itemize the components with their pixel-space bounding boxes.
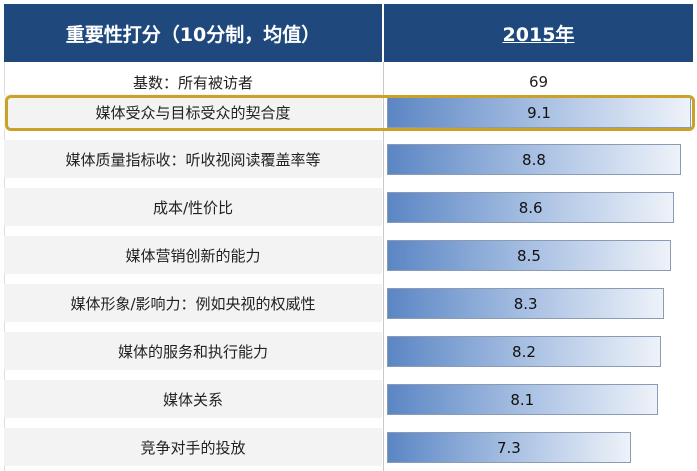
category-label: 媒体形象/影响力：例如央视的权威性 bbox=[4, 284, 382, 322]
column-divider bbox=[383, 62, 384, 471]
category-label: 媒体受众与目标受众的契合度 bbox=[4, 94, 382, 130]
header-year: 2015年 bbox=[384, 4, 693, 62]
data-label: 8.5 bbox=[517, 246, 541, 265]
base-value: 69 bbox=[528, 73, 549, 91]
category-label: 成本/性价比 bbox=[4, 188, 382, 226]
data-label: 8.1 bbox=[510, 390, 535, 409]
bar: 8.8 bbox=[387, 144, 681, 175]
data-label: 8.3 bbox=[513, 294, 538, 313]
category-label: 媒体关系 bbox=[4, 380, 382, 418]
bar: 8.6 bbox=[387, 192, 675, 223]
bar: 8.2 bbox=[387, 336, 661, 367]
data-label: 9.1 bbox=[527, 103, 551, 122]
highlight-frame bbox=[5, 95, 695, 131]
bar: 8.5 bbox=[387, 240, 671, 271]
bar: 7.3 bbox=[387, 432, 631, 463]
data-label: 8.6 bbox=[518, 198, 543, 217]
category-label: 媒体质量指标收：听收视阅读覆盖率等 bbox=[4, 140, 382, 178]
data-label: 8.2 bbox=[512, 342, 536, 361]
category-label: 媒体的服务和执行能力 bbox=[4, 332, 382, 370]
data-label: 7.3 bbox=[497, 438, 521, 457]
base-label: 基数：所有被访者 bbox=[132, 73, 253, 92]
category-label: 媒体营销创新的能力 bbox=[4, 236, 382, 274]
header-metric: 重要性打分（10分制，均值） bbox=[4, 4, 382, 62]
category-label: 竞争对手的投放 bbox=[4, 428, 382, 466]
bar: 8.1 bbox=[387, 384, 658, 415]
bar: 8.3 bbox=[387, 288, 665, 319]
data-label: 8.8 bbox=[522, 150, 546, 169]
